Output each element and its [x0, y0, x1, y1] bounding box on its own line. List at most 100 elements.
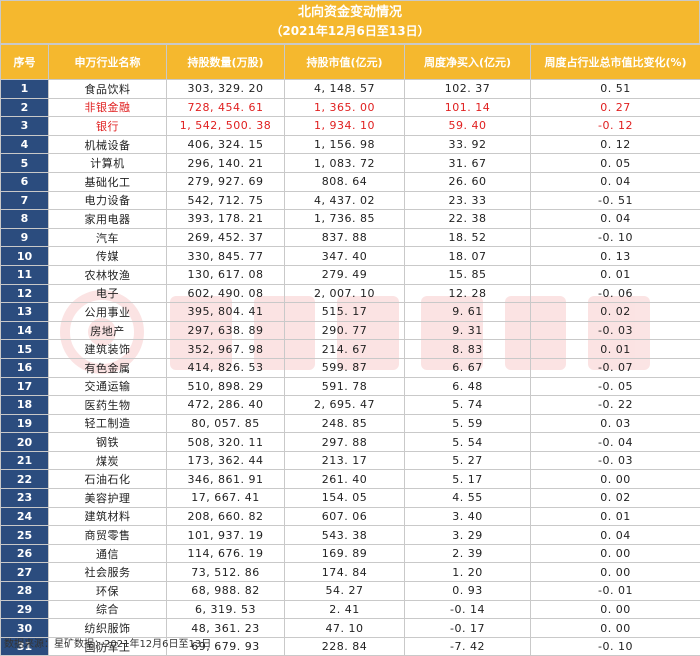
column-header-ratio-change: 周度占行业总市值比变化(%): [531, 45, 700, 80]
weekly-ratio-change-cell: 0. 27: [531, 98, 700, 117]
industry-name-cell: 电子: [49, 284, 167, 303]
weekly-net-buy-cell: 102. 37: [405, 80, 531, 99]
shares-held-cell: 6, 319. 53: [167, 600, 285, 619]
weekly-ratio-change-cell: 0. 00: [531, 619, 700, 638]
shares-held-cell: 510, 898. 29: [167, 377, 285, 396]
weekly-net-buy-cell: 5. 59: [405, 414, 531, 433]
market-value-cell: 248. 85: [285, 414, 405, 433]
column-header-net-buy: 周度净买入(亿元): [405, 45, 531, 80]
weekly-ratio-change-cell: -0. 12: [531, 117, 700, 136]
industry-name-cell: 家用电器: [49, 210, 167, 229]
industry-name-cell: 非银金融: [49, 98, 167, 117]
weekly-ratio-change-cell: 0. 05: [531, 154, 700, 173]
data-source-note: 数据来源：星矿数据；2021年12月6日至13日: [4, 638, 211, 652]
weekly-ratio-change-cell: -0. 03: [531, 321, 700, 340]
industry-name-cell: 纺织服饰: [49, 619, 167, 638]
weekly-net-buy-cell: 5. 27: [405, 451, 531, 470]
industry-name-cell: 计算机: [49, 154, 167, 173]
market-value-cell: 607. 06: [285, 507, 405, 526]
market-value-cell: 297. 88: [285, 433, 405, 452]
weekly-net-buy-cell: 0. 93: [405, 582, 531, 601]
market-value-cell: 4, 148. 57: [285, 80, 405, 99]
weekly-net-buy-cell: 31. 67: [405, 154, 531, 173]
market-value-cell: 347. 40: [285, 247, 405, 266]
column-header-industry: 申万行业名称: [49, 45, 167, 80]
column-header-shares: 持股数量(万股): [167, 45, 285, 80]
market-value-cell: 2. 41: [285, 600, 405, 619]
industry-name-cell: 银行: [49, 117, 167, 136]
weekly-ratio-change-cell: 0. 00: [531, 470, 700, 489]
industry-name-cell: 建筑装饰: [49, 340, 167, 359]
industry-name-cell: 建筑材料: [49, 507, 167, 526]
market-value-cell: 1, 156. 98: [285, 135, 405, 154]
market-value-cell: 1, 736. 85: [285, 210, 405, 229]
row-index-cell: 6: [1, 172, 49, 191]
market-value-cell: 1, 365. 00: [285, 98, 405, 117]
shares-held-cell: 508, 320. 11: [167, 433, 285, 452]
industry-name-cell: 综合: [49, 600, 167, 619]
row-index-cell: 14: [1, 321, 49, 340]
weekly-net-buy-cell: -0. 14: [405, 600, 531, 619]
market-value-cell: 169. 89: [285, 544, 405, 563]
shares-held-cell: 80, 057. 85: [167, 414, 285, 433]
shares-held-cell: 130, 617. 08: [167, 265, 285, 284]
industry-name-cell: 机械设备: [49, 135, 167, 154]
shares-held-cell: 303, 329. 20: [167, 80, 285, 99]
weekly-ratio-change-cell: -0. 03: [531, 451, 700, 470]
weekly-net-buy-cell: 12. 28: [405, 284, 531, 303]
market-value-cell: 515. 17: [285, 303, 405, 322]
shares-held-cell: 296, 140. 21: [167, 154, 285, 173]
market-value-cell: 261. 40: [285, 470, 405, 489]
row-index-cell: 24: [1, 507, 49, 526]
market-value-cell: 54. 27: [285, 582, 405, 601]
weekly-ratio-change-cell: -0. 22: [531, 396, 700, 415]
industry-name-cell: 煤炭: [49, 451, 167, 470]
weekly-net-buy-cell: 4. 55: [405, 489, 531, 508]
shares-held-cell: 330, 845. 77: [167, 247, 285, 266]
weekly-ratio-change-cell: 0. 01: [531, 340, 700, 359]
industry-name-cell: 环保: [49, 582, 167, 601]
row-index-cell: 25: [1, 526, 49, 545]
market-value-cell: 214. 67: [285, 340, 405, 359]
row-index-cell: 13: [1, 303, 49, 322]
weekly-ratio-change-cell: 0. 00: [531, 544, 700, 563]
row-index-cell: 17: [1, 377, 49, 396]
weekly-ratio-change-cell: -0. 07: [531, 358, 700, 377]
weekly-ratio-change-cell: 0. 02: [531, 303, 700, 322]
industry-name-cell: 通信: [49, 544, 167, 563]
weekly-net-buy-cell: 9. 31: [405, 321, 531, 340]
market-value-cell: 599. 87: [285, 358, 405, 377]
shares-held-cell: 602, 490. 08: [167, 284, 285, 303]
market-value-cell: 543. 38: [285, 526, 405, 545]
shares-held-cell: 68, 988. 82: [167, 582, 285, 601]
weekly-net-buy-cell: 5. 74: [405, 396, 531, 415]
market-value-cell: 808. 64: [285, 172, 405, 191]
row-index-cell: 20: [1, 433, 49, 452]
weekly-ratio-change-cell: -0. 05: [531, 377, 700, 396]
market-value-cell: 154. 05: [285, 489, 405, 508]
row-index-cell: 12: [1, 284, 49, 303]
row-index-cell: 11: [1, 265, 49, 284]
weekly-net-buy-cell: 9. 61: [405, 303, 531, 322]
row-index-cell: 28: [1, 582, 49, 601]
market-value-cell: 2, 695. 47: [285, 396, 405, 415]
shares-held-cell: 173, 362. 44: [167, 451, 285, 470]
row-index-cell: 21: [1, 451, 49, 470]
weekly-net-buy-cell: 6. 48: [405, 377, 531, 396]
row-index-cell: 2: [1, 98, 49, 117]
weekly-net-buy-cell: 5. 17: [405, 470, 531, 489]
weekly-ratio-change-cell: 0. 13: [531, 247, 700, 266]
column-header-index: 序号: [1, 45, 49, 80]
